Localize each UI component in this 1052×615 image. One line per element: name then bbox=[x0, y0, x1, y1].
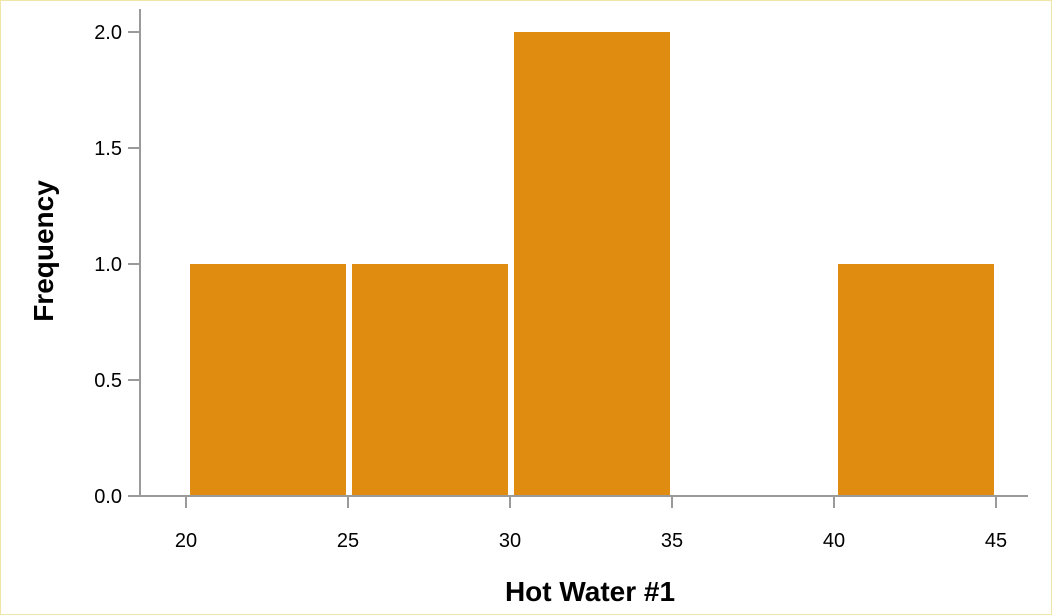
x-tick-label: 25 bbox=[337, 530, 359, 552]
histogram-bar-25-30 bbox=[352, 264, 508, 496]
x-tick-label: 20 bbox=[175, 530, 197, 552]
histogram-bar-40-45 bbox=[838, 264, 994, 496]
histogram-bar-30-35 bbox=[514, 32, 670, 496]
y-axis-title: Frequency bbox=[28, 180, 59, 322]
axes-group: 0.0 0.5 1.0 1.5 2.0 20 25 30 35 40 45 bbox=[94, 9, 1028, 552]
x-tick-label: 40 bbox=[823, 530, 845, 552]
histogram-bar-20-25 bbox=[190, 264, 346, 496]
x-axis-title: Hot Water #1 bbox=[505, 576, 675, 607]
y-tick-label: 0.5 bbox=[94, 370, 122, 392]
x-tick-label: 35 bbox=[661, 530, 683, 552]
x-tick-label: 45 bbox=[985, 530, 1007, 552]
y-tick-label: 2.0 bbox=[94, 22, 122, 44]
y-tick-label: 1.5 bbox=[94, 138, 122, 160]
y-tick-label: 1.0 bbox=[94, 254, 122, 276]
x-tick-label: 30 bbox=[499, 530, 521, 552]
y-tick-label: 0.0 bbox=[94, 486, 122, 508]
labels-group: Hot Water #1 Frequency bbox=[28, 180, 675, 607]
bars-group bbox=[190, 32, 994, 496]
